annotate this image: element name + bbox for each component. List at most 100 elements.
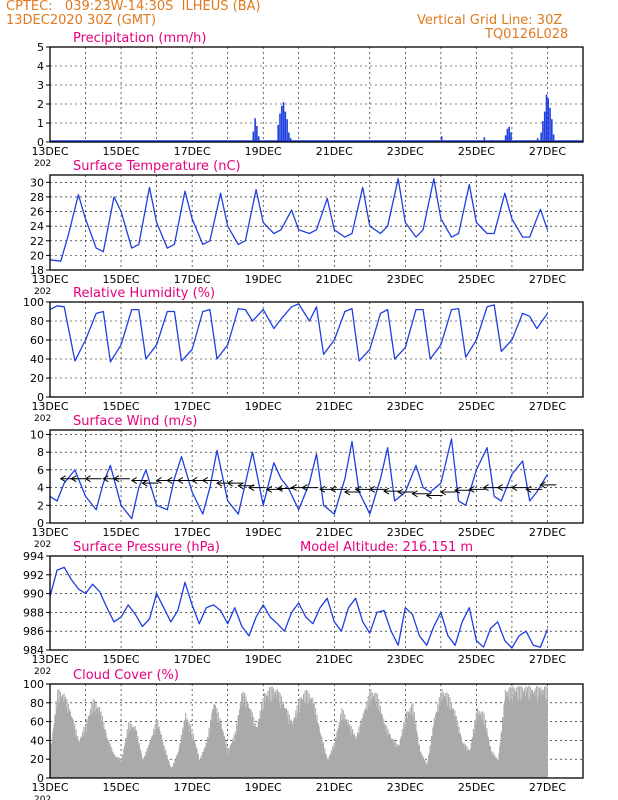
x-tick-label: 25DEC	[458, 273, 495, 286]
cloud-bar	[60, 697, 62, 778]
cloud-bar	[312, 697, 314, 778]
cloud-bar	[479, 713, 481, 778]
cloud-bar	[69, 711, 71, 778]
cloud-bar	[326, 757, 328, 778]
cloud-bar	[147, 749, 149, 778]
cloud-bar	[491, 751, 493, 778]
cloud-bar	[63, 693, 65, 778]
y-tick-label: 5	[37, 41, 44, 54]
cloud-bar	[128, 722, 130, 778]
cloud-bar	[535, 696, 537, 778]
cloud-bar	[192, 739, 194, 778]
cloud-bar	[285, 708, 288, 778]
cloud-bar	[123, 746, 126, 778]
wind-arrow-head	[176, 477, 184, 484]
cloud-bar	[287, 710, 289, 778]
cloud-bar	[241, 695, 243, 778]
cloud-bar	[215, 713, 217, 778]
cloud-bar	[396, 746, 398, 778]
cloud-bar	[201, 756, 203, 778]
cloud-bar	[290, 719, 292, 778]
cloud-bar	[82, 736, 84, 778]
cloud-bar	[127, 734, 129, 778]
x-tick-label: 15DEC	[103, 653, 140, 666]
panel-title: Precipitation (mm/h)	[73, 31, 206, 46]
cloud-bar	[354, 734, 356, 778]
cloud-bar	[368, 705, 370, 778]
cloud-bar	[339, 725, 341, 778]
cloud-bar	[361, 718, 363, 778]
cloud-bar	[263, 708, 265, 778]
cloud-bar	[430, 747, 432, 778]
cloud-bar	[393, 742, 395, 778]
cloud-bar	[499, 746, 501, 778]
cloud-bar	[424, 760, 426, 778]
precip-bar	[257, 136, 260, 142]
cloud-bar	[501, 733, 503, 778]
y-tick-label: 6	[37, 464, 44, 477]
cloud-bar	[352, 734, 354, 778]
cloud-bar	[337, 730, 339, 778]
header-station: CPTEC: 039:23W-14:30S ILHEUS (BA)	[6, 0, 261, 14]
cloud-bar	[323, 750, 325, 778]
cloud-bar	[104, 729, 106, 778]
cloud-bar	[155, 729, 157, 778]
cloud-bar	[55, 700, 57, 778]
cloud-bar	[99, 706, 101, 778]
cloud-bar	[277, 695, 279, 778]
cloud-bar	[483, 712, 485, 778]
cloud-bar	[200, 755, 202, 778]
cloud-bar	[263, 692, 266, 778]
cloud-bar	[412, 703, 414, 778]
x-tick-label: 27DEC	[529, 145, 566, 158]
cloud-bar	[534, 688, 536, 778]
cloud-bar	[246, 701, 248, 778]
cloud-bar	[234, 731, 236, 778]
cloud-bar	[318, 726, 320, 778]
cloud-bar	[273, 694, 275, 778]
cloud-bar	[86, 723, 89, 778]
header-run-time: 13DEC2020 30Z (GMT)	[6, 13, 157, 28]
cloud-bar	[381, 715, 383, 778]
cloud-bar	[435, 714, 437, 778]
cloud-bar	[214, 704, 216, 778]
cloud-bar	[507, 695, 509, 778]
panel-pres	[46, 555, 584, 651]
x-tick-label: 25DEC	[458, 400, 495, 413]
cloud-bar	[255, 727, 257, 778]
cloud-bar	[465, 744, 467, 778]
x-tick-label: 21DEC	[316, 145, 353, 158]
cloud-bar	[438, 711, 440, 778]
x-tick-label: 19DEC	[245, 145, 282, 158]
cloud-bar	[234, 740, 236, 778]
cloud-bar	[378, 699, 380, 778]
cloud-bar	[492, 752, 494, 778]
cloud-bar	[518, 700, 520, 778]
cloud-bar	[356, 735, 358, 778]
cloud-bar	[489, 746, 491, 778]
cloud-bar	[425, 763, 428, 778]
cloud-bar	[288, 723, 290, 778]
cloud-bar	[71, 717, 73, 778]
precip-bar	[543, 111, 546, 142]
wind-arrow-head	[301, 484, 308, 492]
panel-frame	[49, 301, 584, 398]
cloud-bar	[519, 700, 521, 778]
cloud-bar	[482, 722, 484, 778]
cloud-bar	[244, 707, 246, 778]
cloud-bar	[231, 739, 234, 778]
cloud-bar	[364, 710, 366, 778]
panel-frame	[49, 46, 584, 143]
cloud-bar	[175, 759, 177, 778]
cloud-bar	[296, 705, 298, 778]
x-tick-label: 15DEC	[103, 526, 140, 539]
cloud-bar	[208, 727, 210, 778]
cloud-bar	[340, 721, 342, 778]
cloud-bar	[137, 736, 139, 778]
cloud-bar	[451, 708, 453, 778]
cloud-bar	[418, 745, 420, 778]
cloud-bar	[463, 743, 465, 778]
wind-arrow-head	[539, 481, 546, 489]
cloud-bar	[385, 731, 387, 778]
cloud-bar	[520, 685, 522, 778]
